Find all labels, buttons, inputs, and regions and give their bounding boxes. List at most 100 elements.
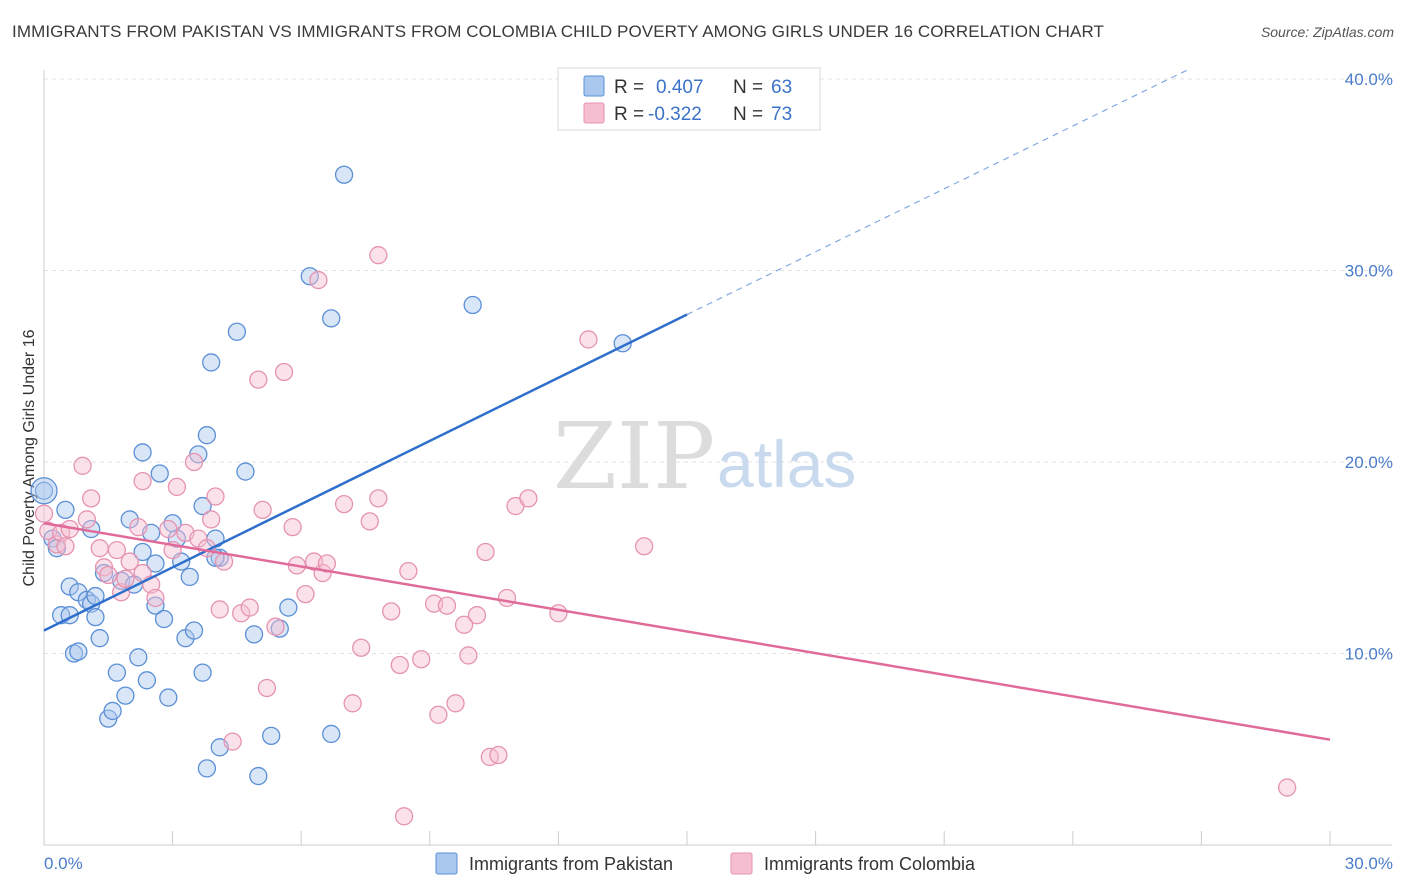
pakistan-point: [197, 426, 217, 445]
series-pakistan-points: [30, 165, 632, 786]
legend-box: R = 0.407 N = 63 R = -0.322 N = 73: [557, 67, 821, 131]
colombia-point: [476, 542, 495, 562]
legend-n-value-pakistan: 63: [771, 77, 792, 98]
colombia-point: [360, 512, 379, 531]
colombia-point: [90, 539, 109, 558]
pakistan-point: [262, 726, 281, 745]
pakistan-point: [90, 629, 109, 648]
pakistan-point: [244, 625, 264, 644]
watermark-atlas: atlas: [717, 427, 856, 501]
pakistan-point: [107, 663, 127, 682]
colombia-point: [120, 552, 139, 571]
pakistan-point: [116, 686, 135, 705]
colombia-point: [446, 694, 465, 713]
legend-swatch-colombia: [583, 102, 605, 124]
pakistan-trend-line: [43, 313, 688, 632]
pakistan-point: [86, 607, 105, 627]
colombia-point: [459, 646, 478, 665]
colombia-point: [369, 246, 388, 265]
pakistan-point: [279, 598, 298, 617]
watermark: ZIP atlas: [553, 403, 856, 510]
colombia-point: [133, 471, 152, 491]
colombia-point: [579, 330, 598, 349]
legend-r-value-pakistan: 0.407: [656, 77, 704, 98]
pakistan-point: [150, 464, 169, 483]
pakistan-point: [227, 322, 247, 341]
legend-swatch-pakistan: [583, 75, 605, 97]
pakistan-point: [249, 766, 268, 786]
colombia-point: [266, 617, 285, 636]
colombia-point: [223, 732, 242, 751]
colombia-point: [309, 270, 328, 290]
pakistan-point: [159, 688, 178, 707]
pakistan-point: [133, 443, 152, 462]
bottom-legend-swatch-colombia: [730, 852, 753, 875]
pakistan-point: [69, 642, 88, 661]
colombia-point: [202, 510, 221, 529]
axes: [43, 70, 1392, 846]
colombia-point: [257, 678, 277, 698]
colombia-point: [82, 489, 101, 508]
colombia-point: [107, 540, 127, 560]
colombia-point: [369, 489, 388, 508]
legend-r-label-pakistan: R =: [614, 77, 644, 98]
colombia-point: [390, 655, 409, 675]
pakistan-point: [133, 542, 152, 562]
chart-title: IMMIGRANTS FROM PAKISTAN VS IMMIGRANTS F…: [12, 22, 1105, 41]
colombia-point: [167, 477, 187, 497]
colombia-point: [73, 456, 92, 475]
pakistan-point: [146, 596, 165, 615]
y-tick-label: 10.0%: [1345, 645, 1393, 664]
pakistan-point: [129, 648, 148, 667]
colombia-point: [34, 504, 54, 523]
pakistan-point: [154, 609, 174, 629]
pakistan-point: [334, 165, 354, 184]
colombia-point: [210, 600, 229, 619]
colombia-point: [454, 615, 474, 634]
colombia-point: [274, 362, 294, 382]
bottom-legend-label-pakistan: Immigrants from Pakistan: [469, 854, 673, 874]
colombia-point: [399, 562, 418, 581]
colombia-point: [249, 370, 268, 389]
pakistan-point: [180, 567, 199, 587]
y-tick-label: 30.0%: [1345, 262, 1393, 281]
colombia-point: [206, 487, 225, 506]
pakistan-point: [197, 759, 217, 778]
legend-n-label-colombia: N =: [733, 104, 763, 125]
source-label: Source: ZipAtlas.com: [1260, 24, 1394, 40]
colombia-point: [129, 517, 148, 537]
colombia-point: [184, 452, 204, 472]
bottom-legend-label-colombia: Immigrants from Colombia: [764, 854, 976, 874]
colombia-point: [634, 537, 654, 556]
colombia-point: [51, 523, 71, 543]
gridlines: [44, 78, 1392, 845]
colombia-point: [489, 745, 508, 765]
pakistan-point: [236, 462, 255, 481]
pakistan-point: [137, 671, 157, 690]
colombia-point: [116, 569, 135, 588]
colombia-point: [283, 517, 302, 537]
colombia-point: [296, 584, 315, 604]
colombia-point: [382, 602, 401, 621]
colombia-point: [99, 565, 118, 585]
trend-lines: [43, 68, 1331, 741]
pakistan-trend-extension: [686, 68, 1189, 316]
colombia-point: [1277, 778, 1297, 797]
x-tick-label: 30.0%: [1345, 854, 1393, 873]
legend-r-value-colombia: -0.322: [648, 104, 702, 125]
pakistan-point: [322, 309, 341, 328]
colombia-point: [240, 598, 259, 617]
colombia-point: [343, 694, 362, 713]
y-axis-label: Child Poverty Among Girls Under 16: [21, 329, 38, 586]
pakistan-point: [146, 554, 165, 573]
colombia-point: [429, 705, 448, 724]
y-tick-label: 40.0%: [1345, 70, 1393, 89]
legend-n-value-colombia: 73: [771, 104, 792, 125]
pakistan-point: [202, 353, 221, 372]
colombia-point: [437, 596, 457, 615]
pakistan-point: [300, 267, 319, 286]
colombia-point: [497, 588, 517, 608]
pakistan-point: [463, 295, 482, 315]
colombia-trend-line: [43, 522, 1331, 741]
